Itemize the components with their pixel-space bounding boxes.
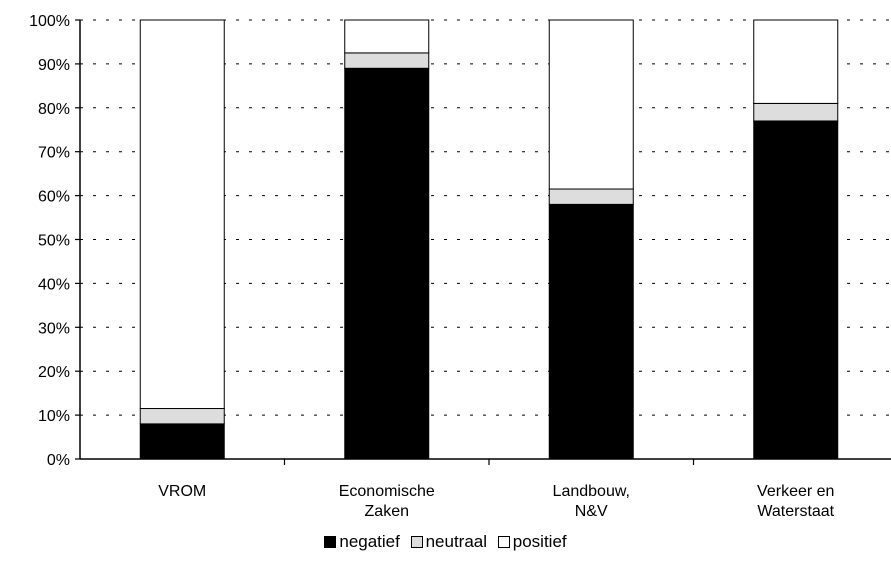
legend-label-positief: positief <box>512 532 567 551</box>
bar-segment-negatief <box>344 67 430 460</box>
bar-segment-positief <box>548 19 634 190</box>
bar-segment-positief <box>344 19 430 54</box>
bar-segment-neutraal <box>139 408 225 425</box>
bar-segment-positief <box>139 19 225 410</box>
y-tick-label: 20% <box>38 364 70 381</box>
bar-segment-neutraal <box>753 102 839 122</box>
stacked-bar-chart: 0% 10% 20% 30% 40% 50% 60% 70% 80% 90% 100% VROM Ec… <box>29 13 891 520</box>
x-category-labels: VROM Economische Zaken Landbouw, N&V Verkeer … <box>158 483 834 520</box>
bar-segment-positief <box>753 19 839 104</box>
y-tick-label: 30% <box>38 320 70 337</box>
legend-swatch-neutraal <box>410 536 423 548</box>
legend-item-neutraal: neutraal <box>410 532 488 552</box>
y-tick-label: 40% <box>38 276 70 293</box>
legend: negatief neutraal positief <box>0 532 891 552</box>
bar-segment-neutraal <box>344 52 430 69</box>
y-tick-label: 50% <box>38 233 70 250</box>
x-category-label: Economische Zaken <box>339 483 435 520</box>
y-tick-label: 60% <box>38 189 70 206</box>
legend-label-neutraal: neutraal <box>425 532 488 551</box>
bar-segment-neutraal <box>548 188 634 205</box>
bar-segment-negatief <box>753 120 839 460</box>
bars <box>139 19 839 460</box>
y-tick-label: 70% <box>38 145 70 162</box>
bar-segment-negatief <box>139 423 225 460</box>
y-tick-label: 10% <box>38 408 70 425</box>
y-tick-label: 90% <box>38 57 70 74</box>
legend-label-negatief: negatief <box>339 532 400 551</box>
legend-swatch-positief <box>497 536 510 548</box>
legend-swatch-negatief <box>324 536 337 548</box>
bar-segment-negatief <box>548 203 634 460</box>
y-tick-label: 80% <box>38 101 70 118</box>
legend-item-negatief: negatief <box>324 532 400 552</box>
gridlines <box>80 19 891 416</box>
x-category-label: VROM <box>158 483 206 500</box>
legend-item-positief: positief <box>497 532 567 552</box>
y-tick-label: 0% <box>47 452 70 469</box>
x-category-label: Verkeer en Waterstaat <box>757 483 835 520</box>
axes <box>75 19 891 465</box>
y-tick-label: 100% <box>29 13 70 30</box>
y-tick-labels: 0% 10% 20% 30% 40% 50% 60% 70% 80% 90% 100% <box>29 13 70 469</box>
x-category-label: Landbouw, N&V <box>553 483 630 520</box>
